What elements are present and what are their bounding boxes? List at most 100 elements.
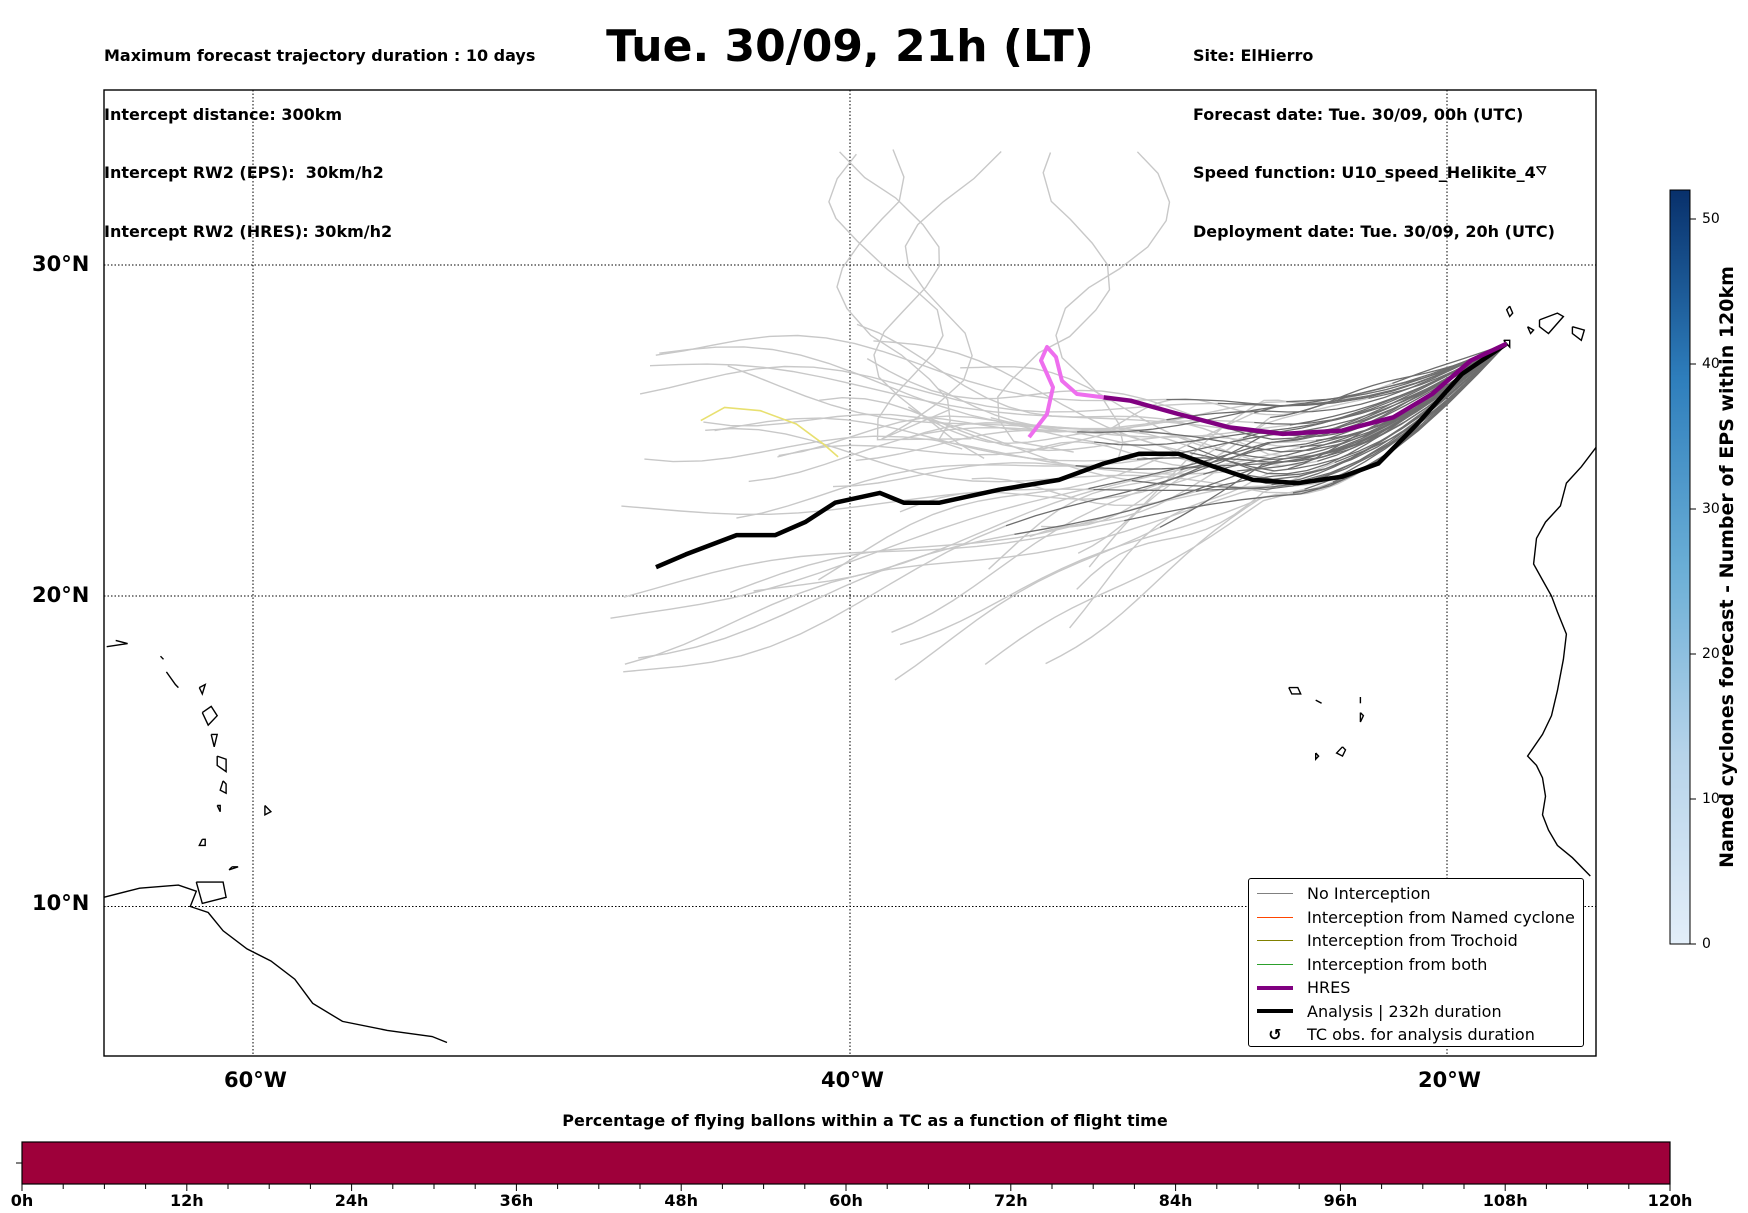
lat-tick-10n: 10°N	[32, 891, 90, 915]
eps-track-recent	[1094, 343, 1508, 446]
colorbar-tick-label: 10	[1702, 791, 1720, 807]
yellow-track	[700, 406, 839, 458]
green-line-swatch	[1257, 963, 1293, 965]
eps-track-older	[899, 473, 1204, 513]
coastline-2	[198, 683, 207, 696]
coastline-9	[264, 805, 273, 816]
coastline-22	[1571, 326, 1586, 342]
flight-bar-tick-label: 48h	[664, 1191, 699, 1210]
legend-label: Interception from Named cyclone	[1307, 907, 1575, 927]
flight-bar-tick-label: 60h	[829, 1191, 863, 1210]
flight-bar-tick-label: 84h	[1158, 1191, 1193, 1210]
legend-label: No Interception	[1307, 884, 1431, 904]
legend-item-tc-obs: ↺ TC obs. for analysis duration	[1249, 1023, 1583, 1047]
legend-item-no-interception: No Interception	[1249, 882, 1583, 906]
coastline-0	[104, 884, 448, 1044]
coastline-6	[219, 780, 227, 795]
eps-track-older	[1045, 455, 1385, 665]
colorbar	[1669, 189, 1691, 945]
eps-track-older	[729, 490, 1197, 594]
coastline-21	[1538, 312, 1565, 335]
eps-track-older	[649, 363, 1250, 433]
eps-track-older	[610, 487, 1089, 619]
eps-track-older	[1041, 437, 1244, 528]
tc-symbol-icon: ↺	[1268, 1025, 1282, 1045]
orange-line-swatch	[1257, 916, 1293, 918]
legend: No Interception Interception from Named …	[1248, 878, 1584, 1047]
eps-track-older	[984, 481, 1334, 665]
eps-track-older	[1069, 468, 1289, 629]
legend-item-named-cyclone: Interception from Named cyclone	[1249, 906, 1583, 930]
eps-track-older	[727, 365, 1196, 464]
eps-tracks-faded	[610, 149, 1393, 681]
eps-track-older	[891, 483, 1159, 633]
coastline-13	[165, 671, 179, 689]
coastline-3	[201, 705, 219, 727]
eps-track-older	[777, 419, 1167, 458]
legend-label: Interception from both	[1307, 954, 1488, 974]
coastline-14	[1288, 686, 1302, 695]
legend-label: HRES	[1307, 978, 1351, 998]
eps-track-older	[624, 484, 1272, 665]
coastline-23	[1505, 305, 1514, 318]
olive-line-swatch	[1257, 940, 1293, 942]
coastline-1	[195, 881, 227, 905]
intercept-distance-text: Intercept distance: 300km	[104, 104, 343, 124]
intercept-rw2-eps-text: Intercept RW2 (EPS): 30km/h2	[104, 163, 384, 182]
eps-track-recent	[1075, 343, 1508, 470]
eps-track-older	[907, 406, 1188, 447]
coastline-8	[198, 838, 206, 847]
eps-track-north	[839, 151, 985, 460]
lon-tick-60w: 60°W	[224, 1068, 287, 1092]
coastline-18	[1315, 752, 1320, 761]
lon-tick-40w: 40°W	[821, 1068, 884, 1092]
eps-track-older	[1029, 441, 1301, 468]
coastline-10	[228, 866, 239, 871]
flight-time-bar	[21, 1141, 1671, 1185]
eps-track-north	[828, 153, 972, 441]
eps-track-older	[638, 533, 1015, 659]
deployment-date-text: Deployment date: Tue. 30/09, 20h (UTC)	[1193, 221, 1555, 241]
colorbar-tick-label: 40	[1702, 356, 1720, 372]
flight-bar-tick-label: 0h	[10, 1191, 34, 1210]
coastline-4	[210, 733, 219, 747]
map-plot-area	[104, 90, 1596, 1056]
flight-bar-tick-label: 108h	[1482, 1191, 1528, 1210]
eps-track-north	[1055, 151, 1171, 459]
black-thick-line-swatch	[1257, 1009, 1293, 1014]
eps-track-older	[639, 365, 1218, 413]
eps-track-north	[997, 152, 1111, 453]
graticule	[104, 90, 1596, 1056]
coastline-15	[1315, 699, 1322, 704]
eps-track-older	[832, 462, 1238, 488]
eps-track-older	[655, 334, 1167, 402]
legend-label: Analysis | 232h duration	[1307, 1001, 1502, 1021]
eps-track-recent	[1203, 343, 1508, 475]
flight-bar-ticks	[21, 1184, 1671, 1191]
coastline-12	[159, 655, 165, 660]
flight-bar-tick-label: 12h	[169, 1191, 204, 1210]
coastlines	[104, 166, 1596, 1044]
legend-label: Interception from Trochoid	[1307, 931, 1518, 951]
legend-item-trochoid: Interception from Trochoid	[1249, 929, 1583, 953]
coastline-20	[1535, 166, 1547, 176]
site-text: Site: ElHierro	[1193, 46, 1314, 65]
eps-track-north	[881, 151, 1002, 440]
flight-bar-tick-label: 96h	[1323, 1191, 1358, 1210]
flight-bar-tick-label: 120h	[1647, 1191, 1693, 1210]
eps-track-older	[753, 469, 1181, 592]
max-duration-text: Maximum forecast trajectory duration : 1…	[104, 46, 536, 65]
gray-line-swatch	[1257, 893, 1293, 895]
run-parameters: Maximum forecast trajectory duration : 1…	[104, 7, 535, 261]
main-tracks	[655, 341, 1508, 570]
coastline-26	[1526, 446, 1596, 877]
eps-track-older	[778, 415, 1095, 457]
speed-function-text: Speed function: U10_speed_Helikite_4	[1193, 163, 1536, 182]
lat-tick-30n: 30°N	[32, 252, 90, 276]
coastline-16	[1335, 746, 1347, 758]
eps-track-older	[894, 526, 1161, 681]
eps-track-older	[703, 413, 1132, 482]
map-frame	[103, 89, 1597, 1057]
flight-bar-tick-label: 36h	[499, 1191, 534, 1210]
